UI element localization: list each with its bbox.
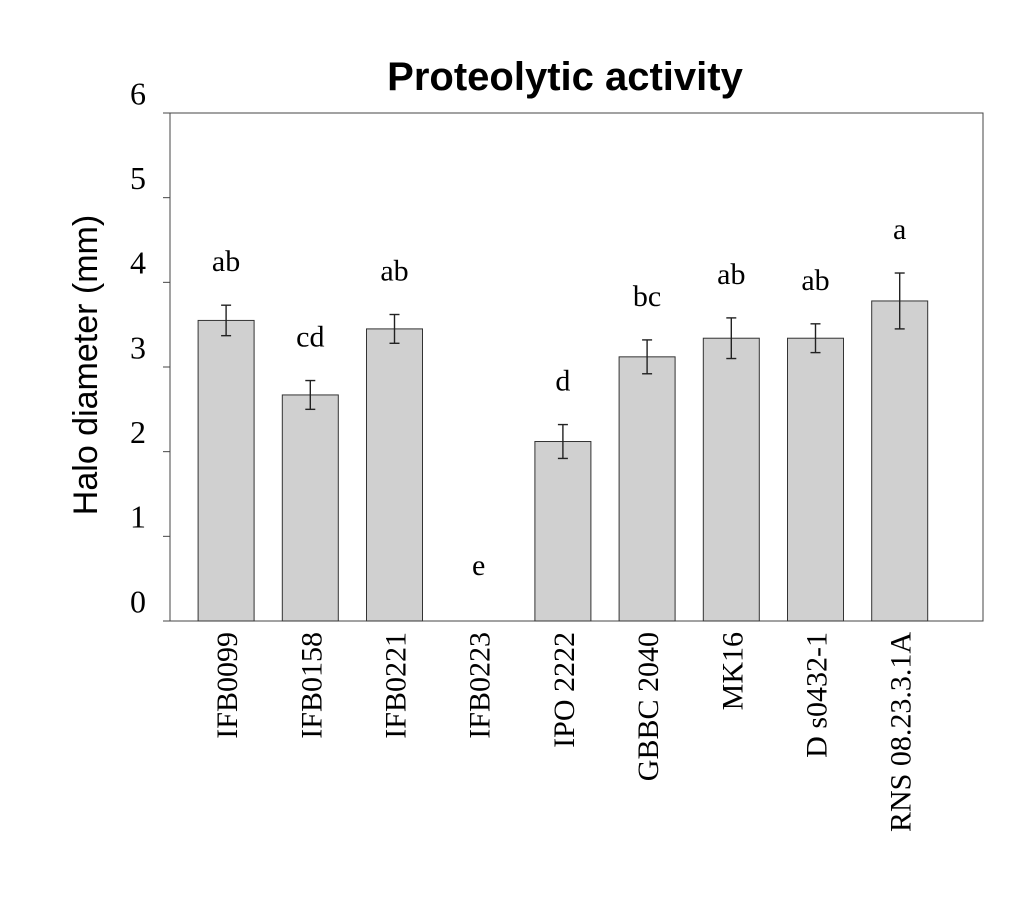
y-tick-label: 1 — [130, 499, 146, 535]
significance-letter: e — [472, 549, 485, 582]
significance-letter: cd — [296, 321, 324, 354]
bar — [702, 337, 760, 622]
y-tick-label: 4 — [130, 245, 146, 281]
significance-letter: ab — [717, 258, 745, 291]
category-label: MK16 — [716, 632, 749, 710]
category-label: GBBC 2040 — [632, 632, 665, 781]
significance-letter: ab — [212, 245, 240, 278]
bar — [281, 394, 339, 622]
category-label: IFB0158 — [295, 632, 328, 739]
significance-letter: ab — [801, 264, 829, 297]
chart-title: Proteolytic activity — [387, 55, 743, 99]
bar — [366, 328, 423, 622]
significance-letters-group: ab cd ab e d bc ab ab a — [212, 213, 906, 582]
y-axis-label: Halo diameter (mm) — [67, 215, 105, 515]
bar — [197, 319, 255, 622]
x-axis: IFB0099 IFB0158 IFB0221 IFB0223 IPO 2222 GBBC… — [211, 632, 918, 832]
bar — [871, 300, 929, 622]
category-label: D s0432-1 — [801, 632, 834, 758]
y-tick-label: 6 — [130, 75, 146, 111]
significance-letter: a — [893, 213, 906, 246]
category-label: IFB0223 — [464, 632, 497, 739]
y-tick-label: 5 — [130, 160, 146, 196]
category-label: RNS 08.23.3.1A — [885, 632, 918, 832]
bar — [534, 441, 592, 622]
y-tick-label: 0 — [130, 583, 146, 619]
y-tick-label: 2 — [130, 414, 146, 450]
bar — [787, 337, 844, 622]
y-tick-label: 3 — [130, 329, 146, 365]
error-bars-group — [221, 272, 905, 460]
significance-letter: d — [555, 365, 570, 398]
significance-letter: bc — [633, 280, 661, 313]
category-label: IFB0099 — [211, 632, 244, 739]
bar — [618, 356, 676, 622]
category-label: IFB0221 — [380, 632, 413, 739]
category-label: IPO 2222 — [548, 632, 581, 748]
significance-letter: ab — [380, 255, 408, 288]
y-axis: 0 1 2 3 4 5 6 — [130, 75, 170, 622]
bars-group — [197, 300, 929, 622]
